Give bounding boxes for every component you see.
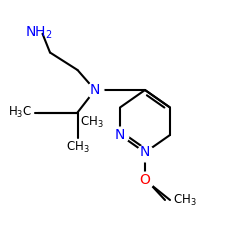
Text: CH$_3$: CH$_3$ bbox=[172, 192, 196, 208]
Text: O: O bbox=[140, 173, 150, 187]
Text: CH$_3$: CH$_3$ bbox=[66, 140, 89, 155]
Text: NH$_2$: NH$_2$ bbox=[25, 24, 53, 41]
Text: H$_3$C: H$_3$C bbox=[8, 105, 32, 120]
Text: N: N bbox=[115, 128, 125, 142]
Text: CH$_3$: CH$_3$ bbox=[80, 115, 104, 130]
Text: N: N bbox=[90, 83, 100, 97]
Text: N: N bbox=[140, 146, 150, 160]
